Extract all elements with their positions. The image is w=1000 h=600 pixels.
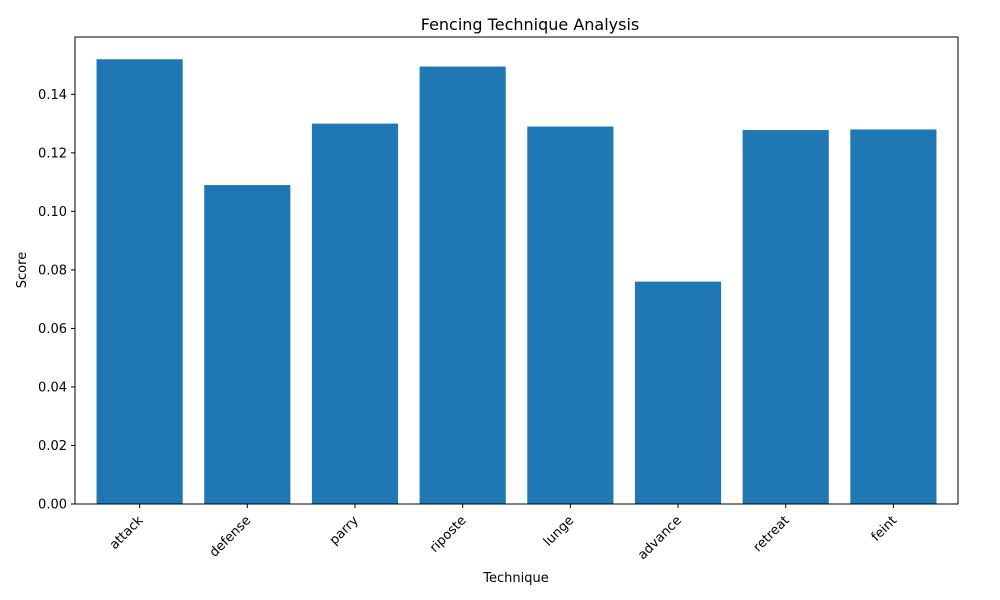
x-tick-label-lunge: lunge (541, 513, 577, 549)
y-tick-label: 0.00 (38, 498, 67, 513)
bar-parry (311, 123, 399, 505)
y-axis-ticks: 0.00 0.02 0.04 0.06 0.08 0.10 0.12 0.14 (38, 88, 75, 513)
bar-advance (634, 281, 722, 504)
chart-title: Fencing Technique Analysis (421, 15, 640, 34)
y-tick-label: 0.12 (38, 146, 67, 161)
bar-feint (850, 129, 937, 504)
x-axis-ticks: attack defense parry riposte lunge advance ret… (107, 504, 900, 563)
bar-retreat (742, 130, 829, 505)
x-tick-label-parry: parry (327, 513, 362, 548)
y-tick-label: 0.02 (38, 439, 67, 454)
y-axis-label: Score (15, 252, 30, 288)
bar-lunge (527, 126, 614, 504)
bars-group (96, 59, 937, 505)
bar-defense (204, 185, 291, 504)
y-tick-label: 0.08 (38, 263, 67, 278)
plot-frame (74, 36, 959, 505)
x-tick-label-feint: feint (869, 513, 900, 544)
x-tick-label-advance: advance (635, 513, 685, 563)
bar-attack (96, 59, 183, 505)
y-tick-label: 0.04 (38, 380, 67, 395)
bar-riposte (419, 66, 506, 505)
y-tick-label: 0.10 (38, 205, 67, 220)
y-tick-label: 0.06 (38, 322, 67, 337)
x-tick-label-riposte: riposte (427, 513, 469, 555)
y-tick-label: 0.14 (38, 88, 67, 103)
x-axis-label: Technique (482, 571, 548, 586)
x-tick-label-retreat: retreat (751, 513, 793, 555)
x-tick-label-defense: defense (207, 513, 254, 560)
x-tick-label-attack: attack (107, 513, 147, 553)
